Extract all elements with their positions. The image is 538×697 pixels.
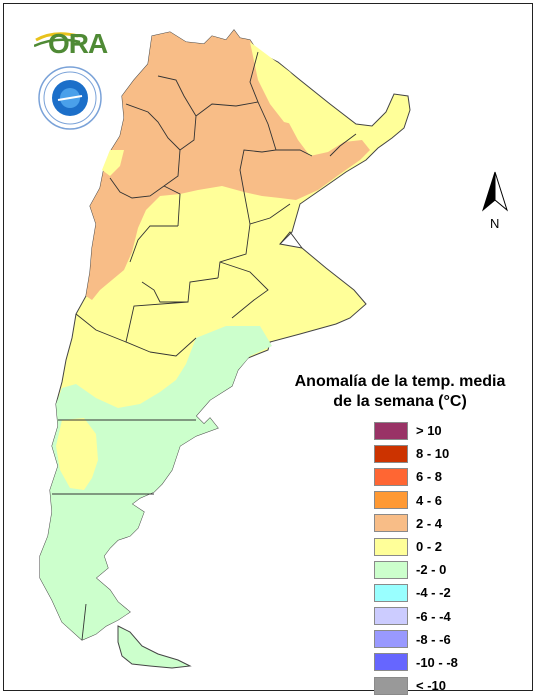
legend-label: 2 - 4 — [416, 515, 443, 531]
legend-swatch — [374, 676, 408, 695]
legend-swatch — [374, 467, 408, 486]
legend-label: 4 - 6 — [416, 492, 443, 508]
ora-logo-text: ORA — [48, 28, 108, 59]
zone-0-2-west-tongue — [56, 418, 98, 490]
legend-item: -10 - -8 — [374, 651, 458, 674]
legend-label: 8 - 10 — [416, 446, 450, 462]
legend-item: -8 - -6 — [374, 628, 458, 651]
legend-label: -10 - -8 — [416, 654, 458, 670]
legend-item: 2 - 4 — [374, 512, 458, 535]
legend-swatch — [374, 560, 408, 579]
legend-item: < -10 — [374, 674, 458, 697]
legend-title-line2: de la semana (°C) — [333, 393, 467, 410]
legend-swatch — [374, 583, 408, 602]
ora-swoosh-icon — [33, 32, 81, 48]
legend-label: -6 - -4 — [416, 608, 451, 624]
north-arrow — [480, 170, 510, 232]
legend-item: -6 - -4 — [374, 605, 458, 628]
zone-0-2-patch — [250, 42, 322, 126]
legend-label: 6 - 8 — [416, 469, 443, 485]
legend-label: 0 - 2 — [416, 539, 443, 555]
legend-item: 8 - 10 — [374, 442, 458, 465]
legend-swatch — [374, 491, 408, 510]
legend-swatch — [374, 514, 408, 533]
ora-logo: ORA — [33, 26, 108, 60]
legend-label: -8 - -6 — [416, 631, 451, 647]
legend-item: 6 - 8 — [374, 465, 458, 488]
legend-label: > 10 — [416, 423, 442, 439]
legend-item: -2 - 0 — [374, 558, 458, 581]
north-arrow-label: N — [490, 216, 500, 231]
legend-item: 4 - 6 — [374, 489, 458, 512]
legend-label: < -10 — [416, 678, 446, 694]
legend-label: -4 - -2 — [416, 585, 451, 601]
legend-item: > 10 — [374, 419, 458, 442]
legend-swatch — [374, 421, 408, 440]
legend-swatch — [374, 537, 408, 556]
legend-label: -2 - 0 — [416, 562, 447, 578]
zone-0-2-patch-2 — [102, 150, 124, 176]
legend-swatch — [374, 607, 408, 626]
legend-title-line1: Anomalía de la temp. media — [294, 373, 506, 390]
tierra-del-fuego — [117, 625, 192, 669]
map-frame — [3, 3, 533, 691]
legend-item: -4 - -2 — [374, 581, 458, 604]
legend-item: 0 - 2 — [374, 535, 458, 558]
seal-icon — [38, 66, 102, 130]
legend: > 10 8 - 10 6 - 8 4 - 6 2 - 4 0 - 2 -2 - 0 -4 -… — [374, 419, 458, 697]
legend-swatch — [374, 653, 408, 672]
province-borders — [52, 51, 357, 641]
legend-swatch — [374, 444, 408, 463]
legend-title: Anomalía de la temp. media de la semana … — [290, 372, 510, 412]
agency-seal — [38, 66, 102, 130]
north-arrow-icon — [482, 171, 508, 212]
legend-swatch — [374, 630, 408, 649]
zone-neg2-0-patagonia — [40, 326, 272, 640]
zone-2-4-northwest — [86, 30, 370, 300]
